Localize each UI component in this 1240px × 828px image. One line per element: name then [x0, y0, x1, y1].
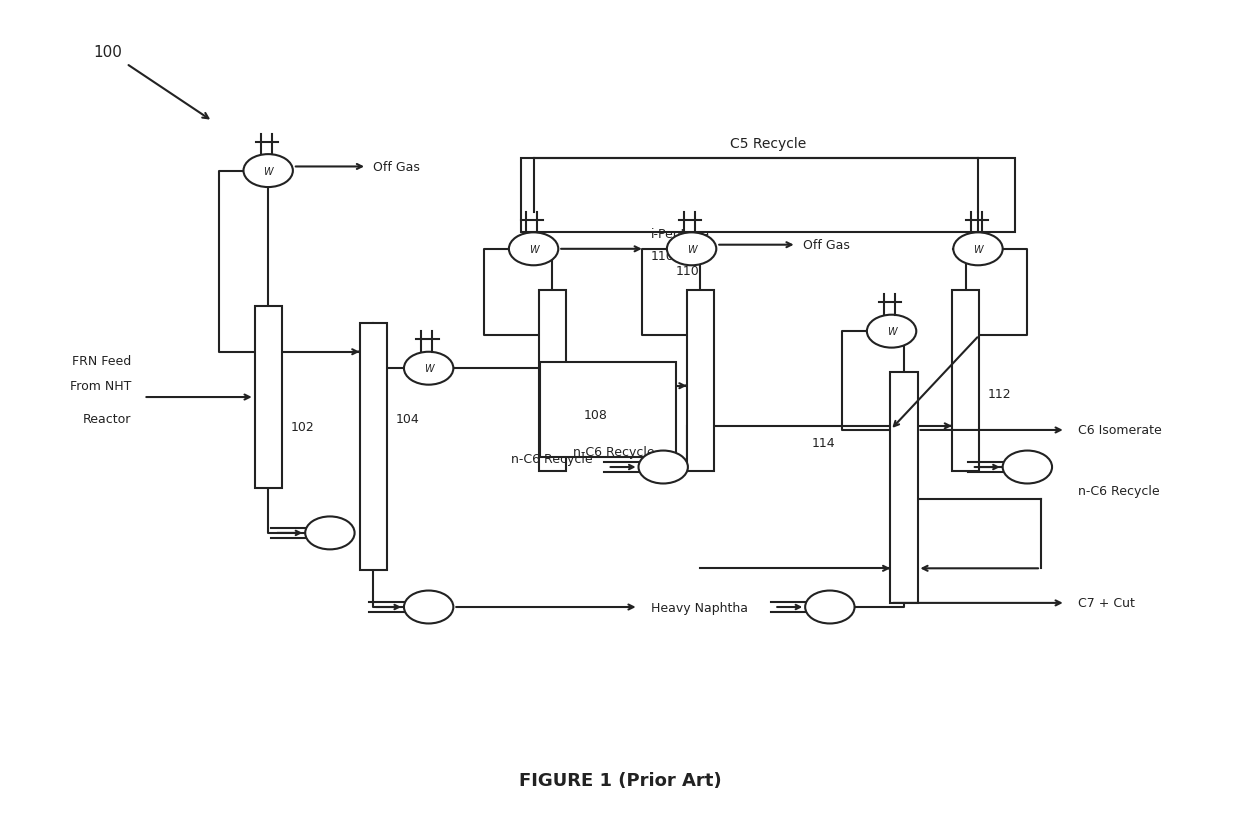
- Bar: [539, 363, 676, 457]
- Bar: [687, 291, 714, 472]
- Circle shape: [954, 233, 1003, 266]
- Text: 106: 106: [574, 388, 598, 401]
- Text: 110: 110: [676, 264, 699, 277]
- Circle shape: [243, 155, 293, 188]
- Text: 114: 114: [811, 437, 835, 450]
- Text: 100: 100: [93, 45, 123, 60]
- Text: C6 Isomerate: C6 Isomerate: [1078, 424, 1162, 437]
- Circle shape: [867, 315, 916, 349]
- Text: From NHT: From NHT: [69, 379, 131, 392]
- Text: Off Gas: Off Gas: [802, 239, 849, 252]
- Bar: [521, 159, 1016, 233]
- Bar: [952, 291, 980, 472]
- Text: Reactor: Reactor: [83, 412, 131, 426]
- Circle shape: [305, 517, 355, 550]
- Text: n-C6 Recycle: n-C6 Recycle: [511, 453, 593, 465]
- Text: 102: 102: [290, 421, 314, 433]
- Text: W: W: [424, 363, 434, 373]
- Bar: [254, 307, 281, 488]
- Text: 108: 108: [583, 408, 608, 421]
- Text: W: W: [687, 244, 697, 254]
- Bar: [538, 291, 565, 472]
- Circle shape: [404, 591, 454, 623]
- Circle shape: [404, 353, 454, 385]
- Text: n-C6 Recycle: n-C6 Recycle: [1078, 485, 1159, 498]
- Bar: [890, 373, 918, 603]
- Text: W: W: [973, 244, 983, 254]
- Text: Off Gas: Off Gas: [373, 161, 420, 174]
- Text: C5 Recycle: C5 Recycle: [730, 137, 806, 151]
- Text: 110: 110: [651, 249, 675, 262]
- Text: Heavy Naphtha: Heavy Naphtha: [651, 601, 748, 614]
- Text: FIGURE 1 (Prior Art): FIGURE 1 (Prior Art): [518, 771, 722, 789]
- Text: C7 + Cut: C7 + Cut: [1078, 597, 1135, 609]
- Text: W: W: [263, 166, 273, 176]
- Circle shape: [639, 451, 688, 484]
- Circle shape: [508, 233, 558, 266]
- Text: W: W: [528, 244, 538, 254]
- Bar: [360, 324, 387, 570]
- Text: n-C6 Recycle: n-C6 Recycle: [573, 445, 655, 458]
- Circle shape: [667, 233, 717, 266]
- Circle shape: [1003, 451, 1052, 484]
- Text: W: W: [887, 327, 897, 337]
- Circle shape: [805, 591, 854, 623]
- Text: FRN Feed: FRN Feed: [72, 354, 131, 368]
- Text: i-Pentane: i-Pentane: [651, 229, 709, 241]
- Text: 104: 104: [396, 412, 419, 426]
- Text: 112: 112: [988, 388, 1012, 401]
